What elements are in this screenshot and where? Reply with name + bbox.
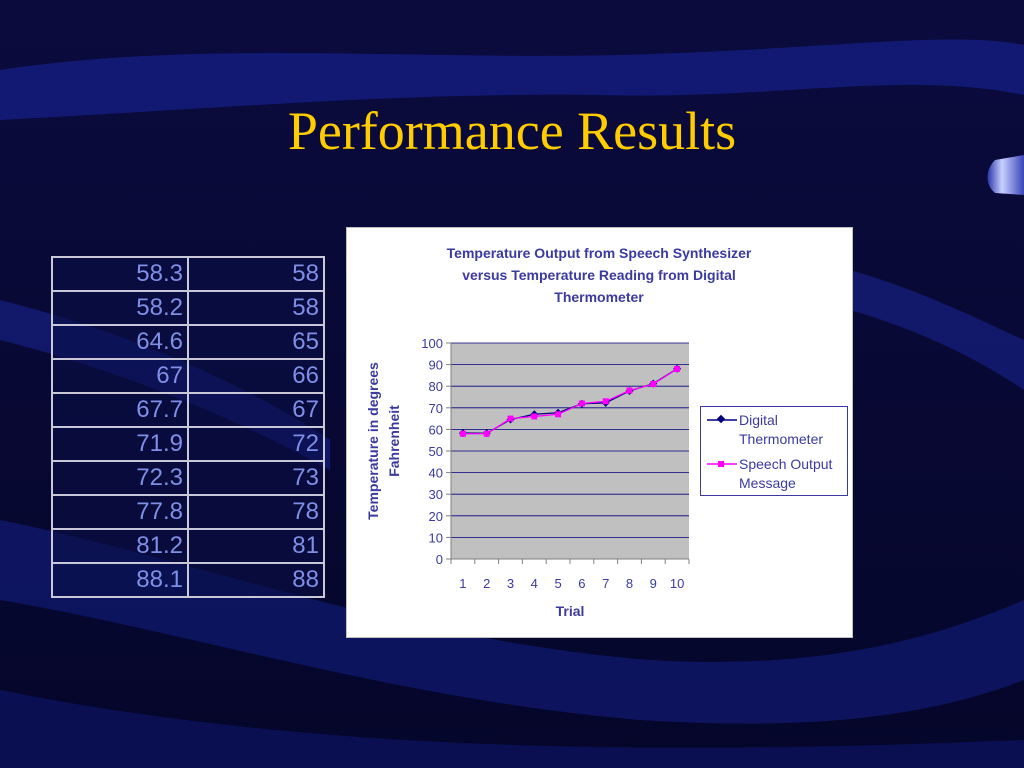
- y-tick-label: 60: [429, 422, 443, 437]
- table-cell-speech-output: 78: [187, 494, 325, 530]
- table-row: 67.7 67: [51, 392, 325, 428]
- y-tick-label: 100: [421, 336, 443, 351]
- chart-title-line: Thermometer: [554, 289, 644, 305]
- table-cell-speech-output: 67: [187, 392, 325, 428]
- chart-legend: Digital Thermometer Speech Output Messag…: [700, 406, 848, 496]
- y-tick-label: 80: [429, 379, 443, 394]
- data-point-square: [578, 400, 585, 407]
- slide-title: Performance Results: [287, 101, 737, 161]
- table-cell-thermometer: 88.1: [51, 562, 189, 598]
- y-tick-label: 30: [429, 487, 443, 502]
- legend-label-line: Thermometer: [739, 431, 824, 447]
- table-cell-speech-output: 88: [187, 562, 325, 598]
- table-row: 67 66: [51, 358, 325, 394]
- table-row: 64.6 65: [51, 324, 325, 360]
- table-row: 88.1 88: [51, 562, 325, 598]
- data-point-square: [674, 365, 681, 372]
- table-cell-thermometer: 58.2: [51, 290, 189, 326]
- x-tick-label: 1: [459, 576, 466, 591]
- table-cell-speech-output: 72: [187, 426, 325, 462]
- table-row: 77.8 78: [51, 494, 325, 530]
- table-cell-speech-output: 81: [187, 528, 325, 564]
- table-row: 58.2 58: [51, 290, 325, 326]
- table-cell-thermometer: 67.7: [51, 392, 189, 428]
- y-tick-label: 70: [429, 401, 443, 416]
- y-tick-label: 20: [429, 509, 443, 524]
- y-axis-label-line: Fahrenheit: [386, 405, 402, 477]
- table-cell-speech-output: 65: [187, 324, 325, 360]
- legend-label-speech-output: Speech Output Message: [739, 455, 847, 493]
- legend-label-line: Speech Output: [739, 456, 833, 472]
- line-chart: 0 10 20 30 40 50 60 70 80 90 100 1 2 3 4 5 6 7 8 9 10 Trial Te…: [365, 336, 690, 619]
- legend-marker-digital-thermometer: [707, 414, 737, 424]
- x-tick-label: 2: [483, 576, 490, 591]
- background-wave: [0, 690, 1024, 768]
- x-tick-label: 6: [578, 576, 585, 591]
- legend-label-line: Digital: [739, 412, 778, 428]
- y-tick-label: 40: [429, 466, 443, 481]
- table-cell-speech-output: 58: [187, 256, 325, 292]
- table-cell-thermometer: 72.3: [51, 460, 189, 496]
- data-table: 58.3 58 58.2 58 64.6 65 67 66 67.7 67 71.9 72 72.3 73…: [51, 256, 325, 598]
- table-cell-thermometer: 81.2: [51, 528, 189, 564]
- x-tick-label: 4: [531, 576, 538, 591]
- x-tick-label: 9: [650, 576, 657, 591]
- table-cell-thermometer: 67: [51, 358, 189, 394]
- background-wave: [0, 39, 1024, 120]
- table-cell-thermometer: 77.8: [51, 494, 189, 530]
- x-tick-label: 7: [602, 576, 609, 591]
- data-point-square: [626, 387, 633, 394]
- chart-title-line: Temperature Output from Speech Synthesiz…: [446, 245, 752, 261]
- data-point-square: [483, 430, 490, 437]
- x-tick-label: 8: [626, 576, 633, 591]
- table-cell-thermometer: 64.6: [51, 324, 189, 360]
- table-cell-speech-output: 73: [187, 460, 325, 496]
- chart-title-line: versus Temperature Reading from Digital: [462, 267, 736, 283]
- data-point-square: [602, 398, 609, 405]
- legend-marker-speech-output: [707, 461, 737, 467]
- data-point-square: [650, 381, 657, 388]
- table-row: 58.3 58: [51, 256, 325, 292]
- x-tick-label: 3: [507, 576, 514, 591]
- table-row: 71.9 72: [51, 426, 325, 462]
- chart-title: Temperature Output from Speech Synthesiz…: [399, 242, 799, 308]
- table-row: 81.2 81: [51, 528, 325, 564]
- chart-area: Temperature Output from Speech Synthesiz…: [346, 227, 853, 638]
- data-point-square: [531, 413, 538, 420]
- table-cell-thermometer: 71.9: [51, 426, 189, 462]
- y-tick-label: 90: [429, 358, 443, 373]
- y-tick-label: 50: [429, 444, 443, 459]
- x-tick-label: 10: [670, 576, 684, 591]
- series-line-1: [462, 368, 678, 435]
- table-row: 72.3 73: [51, 460, 325, 496]
- data-point-square: [507, 415, 514, 422]
- table-cell-speech-output: 58: [187, 290, 325, 326]
- table-cell-thermometer: 58.3: [51, 256, 189, 292]
- background-wave: [0, 520, 1024, 724]
- y-tick-label: 10: [429, 530, 443, 545]
- data-point-square: [459, 430, 466, 437]
- legend-label-digital-thermometer: Digital Thermometer: [739, 411, 847, 449]
- background-wave: [850, 270, 1024, 390]
- y-axis-label-line: Temperature in degrees: [365, 362, 381, 520]
- legend-label-line: Message: [739, 475, 796, 491]
- x-tick-label: 5: [554, 576, 561, 591]
- background-tab: [987, 155, 1024, 195]
- table-cell-speech-output: 66: [187, 358, 325, 394]
- y-tick-label: 0: [436, 552, 443, 567]
- x-axis-label: Trial: [556, 603, 585, 619]
- data-point-square: [555, 411, 562, 418]
